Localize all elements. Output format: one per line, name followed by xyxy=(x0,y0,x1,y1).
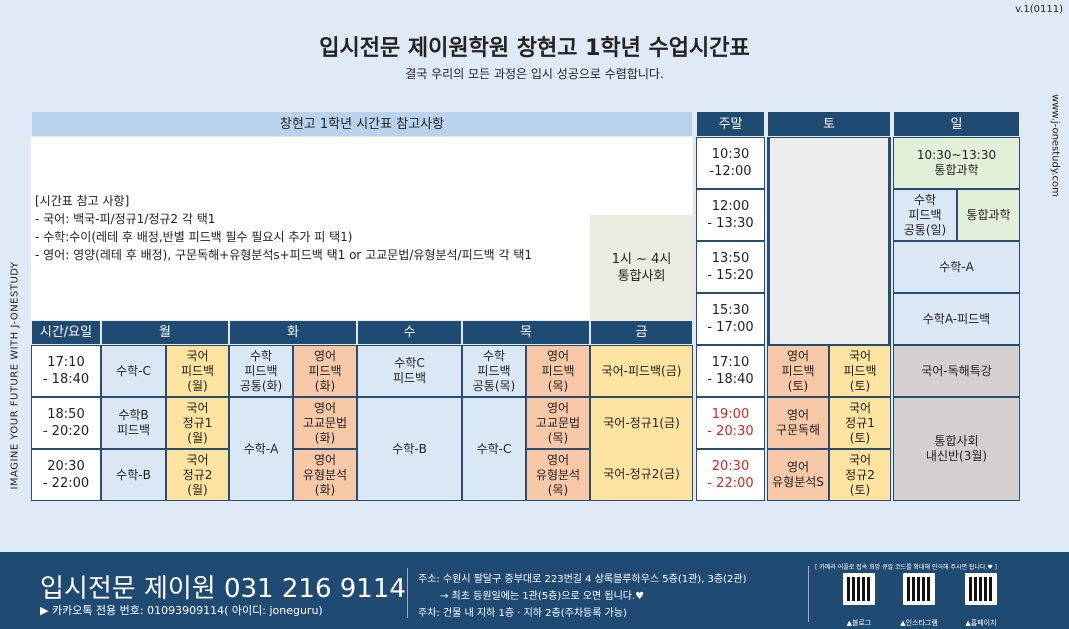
version-label: v.1(0111) xyxy=(1015,4,1063,15)
time-slot: 18:50 - 20:20 xyxy=(31,397,101,449)
class-cell: 국어 정규2 (토) xyxy=(829,449,891,501)
class-cell: 국어 정규2 (월) xyxy=(166,449,229,501)
divider xyxy=(808,566,809,622)
class-cell: 수학 피드백 공통(목) xyxy=(462,345,526,397)
time-slot: 13:50 - 15:20 xyxy=(696,241,765,293)
header-time: 시간/요일 xyxy=(31,320,101,345)
class-cell: 국어-정규2(금) xyxy=(590,449,693,501)
note-line: - 영어: 영양(레테 후 배정), 구문독해+유형분석s+피드백 택1 or … xyxy=(35,248,533,262)
instagram-qr-icon[interactable] xyxy=(903,573,935,605)
side-website: www.j-onestudy.com xyxy=(1049,94,1061,197)
first-visit-note: → 최초 등원일에는 1관(5층)으로 오면 됩니다.♥ xyxy=(440,591,645,602)
note-line: [시간표 참고 사항] xyxy=(35,194,130,208)
class-cell: 국어-피드백(금) xyxy=(590,345,693,397)
qr-label: ▲블로그 xyxy=(846,619,872,627)
class-cell: 수학-B xyxy=(357,397,462,501)
class-cell: 10:30~13:30 통합과학 xyxy=(893,137,1020,189)
class-cell: 영어 피드백 (화) xyxy=(293,345,357,397)
qr-label: ▲홈페이지 xyxy=(965,619,997,627)
class-cell: 수학-A xyxy=(893,241,1020,293)
time-slot: 20:30 - 22:00 xyxy=(31,449,101,501)
class-cell: 국어 정규1 (월) xyxy=(166,397,229,449)
side-slogan: IMAGINE YOUR FUTURE WITH J-ONESTUDY xyxy=(9,261,21,490)
note-line: - 수학:수이(레테 후 배정,반별 피드백 필수 필요시 추가 피 택1) xyxy=(35,230,353,244)
header-fri: 금 xyxy=(590,320,693,345)
class-cell: 수학-C xyxy=(101,345,166,397)
time-slot: 12:00 - 13:30 xyxy=(696,189,765,241)
homepage-qr-icon[interactable] xyxy=(965,573,997,605)
class-cell: 영어 유형분석S xyxy=(767,449,829,501)
class-cell: 수학A-피드백 xyxy=(893,293,1020,345)
page-title: 입시전문 제이원학원 창현고 1학년 수업시간표 xyxy=(319,36,750,61)
class-cell: 영어 피드백 (목) xyxy=(526,345,590,397)
time-slot: 10:30 -12:00 xyxy=(696,137,765,189)
header-thu: 목 xyxy=(462,320,590,345)
qr-label: ▲인스타그램 xyxy=(900,619,938,627)
class-cell: 영어 유형분석 (목) xyxy=(526,449,590,501)
class-cell: 수학-C xyxy=(462,397,526,501)
class-cell: 통합사회 내신반(3월) xyxy=(893,397,1020,501)
divider xyxy=(407,568,408,618)
class-cell: 수학 피드백 공통(일) xyxy=(893,189,957,241)
class-cell: 영어 피드백 (토) xyxy=(767,345,829,397)
integrated-social-note: 1시 ~ 4시 통합사회 xyxy=(590,215,693,320)
time-slot: 20:30 - 22:00 xyxy=(696,449,765,501)
notes-header: 창현고 1학년 시간표 참고사항 xyxy=(31,111,693,137)
class-cell: 영어 유형분석 (화) xyxy=(293,449,357,501)
header-tue: 화 xyxy=(229,320,357,345)
class-cell: 수학-B xyxy=(101,449,166,501)
header-weekend: 주말 xyxy=(696,111,765,137)
class-cell: 수학B 피드백 xyxy=(101,397,166,449)
class-cell: 국어 피드백 (월) xyxy=(166,345,229,397)
sat-empty-block xyxy=(767,137,891,345)
blog-qr-icon[interactable] xyxy=(843,573,875,605)
class-cell: 영어 구문독해 xyxy=(767,397,829,449)
time-slot: 17:10 - 18:40 xyxy=(696,345,765,397)
parking-info: 주차: 건물 내 지하 1층 · 지하 2층(주차등록 가능) xyxy=(418,608,627,619)
header-sat: 토 xyxy=(767,111,891,137)
header-mon: 월 xyxy=(101,320,229,345)
footer: 입시전문 제이원 031 216 9114 ▶ 카카오톡 전용 번호: 0109… xyxy=(0,552,1069,629)
class-cell: 국어 피드백 (토) xyxy=(829,345,891,397)
kakao-number: ▶ 카카오톡 전용 번호: 01093909114( 아이디: joneguru… xyxy=(40,604,323,617)
header-sun: 일 xyxy=(893,111,1020,137)
class-cell: 수학 피드백 공통(화) xyxy=(229,345,293,397)
time-slot: 15:30 - 17:00 xyxy=(696,293,765,345)
qr-note: [ 카메라 어플로 접속 희망 큐알 코드를 확대해 인식해 주시면 됩니다.♥… xyxy=(815,564,997,571)
page-subtitle: 결국 우리의 모든 과정은 입시 성공으로 수렴합니다. xyxy=(405,67,664,81)
time-slot: 19:00 - 20:30 xyxy=(696,397,765,449)
class-cell: 통합과학 xyxy=(957,189,1020,241)
header-wed: 수 xyxy=(357,320,462,345)
notes-text: [시간표 참고 사항] - 국어: 백국-피/정규1/정규2 각 택1 - 수학… xyxy=(35,192,532,264)
footer-brand: 입시전문 제이원 031 216 9114 xyxy=(40,574,406,604)
class-cell: 영어 고교문법 (화) xyxy=(293,397,357,449)
notes-panel: [시간표 참고 사항] - 국어: 백국-피/정규1/정규2 각 택1 - 수학… xyxy=(31,137,693,320)
class-cell: 수학-A xyxy=(229,397,293,501)
class-cell: 국어-정규1(금) xyxy=(590,397,693,449)
class-cell: 국어-독해특강 xyxy=(893,345,1020,397)
class-cell: 국어 정규1 (토) xyxy=(829,397,891,449)
class-cell: 수학C 피드백 xyxy=(357,345,462,397)
time-slot: 17:10 - 18:40 xyxy=(31,345,101,397)
address: 주소: 수원시 팔달구 중부대로 223번길 4 상록블루하우스 5층(1관),… xyxy=(418,574,747,585)
note-line: - 국어: 백국-피/정규1/정규2 각 택1 xyxy=(35,212,216,226)
class-cell: 영어 고교문법 (목) xyxy=(526,397,590,449)
